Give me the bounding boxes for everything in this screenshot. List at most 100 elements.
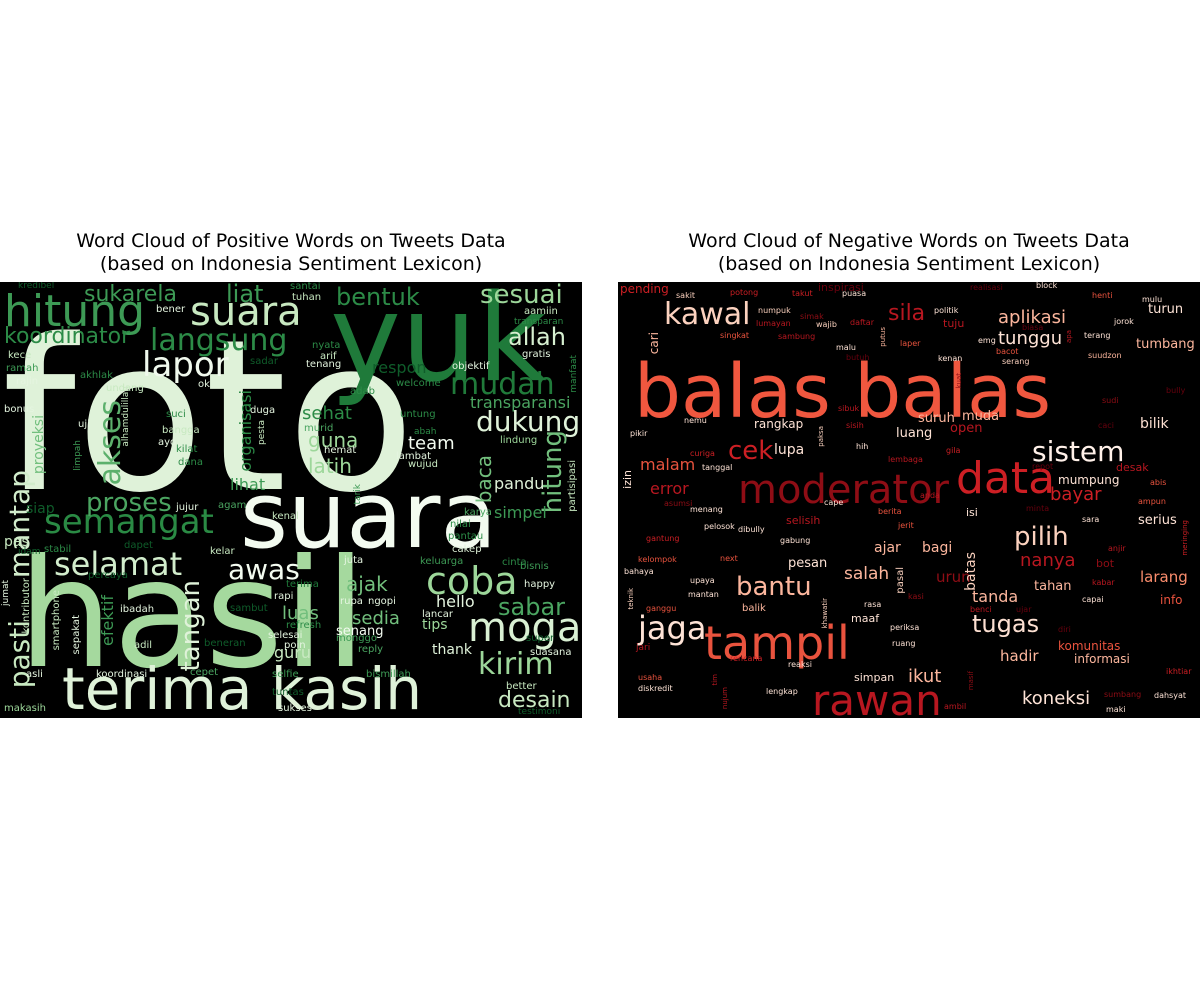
negative-word-singkat: singkat xyxy=(720,331,750,340)
negative-word-rangkap: rangkap xyxy=(754,417,804,431)
positive-word-kredibel: kredibel xyxy=(18,282,55,291)
negative-word-biasa: biasa xyxy=(1022,323,1044,332)
negative-word-sila: sila xyxy=(888,301,926,326)
negative-word-salah: salah xyxy=(844,564,890,584)
negative-word-sakit: sakit xyxy=(676,291,696,300)
negative-word-teknik: teknik xyxy=(627,588,635,610)
positive-word-beneran: beneran xyxy=(204,638,246,649)
positive-word-guru: guru xyxy=(274,643,312,662)
negative-word-jerit: jerit xyxy=(898,521,914,530)
positive-word-kenal: kenal xyxy=(272,511,299,522)
positive-word-siap: siap xyxy=(26,501,55,517)
negative-word-jari: jari xyxy=(636,643,651,653)
positive-word-pantau: pantau xyxy=(448,531,484,542)
positive-word-tips: tips xyxy=(422,617,448,633)
positive-word-lapor: lapor xyxy=(142,345,229,385)
negative-word-tanda: tanda xyxy=(972,587,1019,606)
negative-word-pelosok: pelosok xyxy=(704,522,735,531)
negative-word-butuh: butuh xyxy=(846,353,870,362)
positive-word-agam: agam xyxy=(218,500,247,511)
positive-word-sepakat: sepakat xyxy=(71,615,82,655)
positive-word-respon: respon xyxy=(372,358,427,377)
negative-word-rasa: rasa xyxy=(864,600,882,609)
positive-word-wujud: wujud xyxy=(408,459,438,470)
positive-word-bismillah: bismillah xyxy=(366,669,411,680)
negative-word-suudzon: suudzon xyxy=(1088,351,1122,360)
positive-word-testimoni: testimoni xyxy=(518,707,561,717)
negative-word-gantung: gantung xyxy=(646,534,680,543)
negative-word-pilih: pilih xyxy=(1014,522,1069,552)
positive-word-idam: idam xyxy=(18,547,41,557)
positive-word-mantap: mantap xyxy=(3,470,36,579)
positive-word-sesuai: sesuai xyxy=(480,282,563,310)
positive-word-ok: ok xyxy=(198,379,210,390)
positive-word-allah: allah xyxy=(508,323,566,351)
negative-word-repot: repot xyxy=(1032,462,1054,471)
positive-word-kirim: kirim xyxy=(478,647,554,682)
positive-word-monggo: monggo xyxy=(336,633,378,644)
positive-word-tuntas: tuntas xyxy=(272,687,304,698)
negative-word-rawan: rawan xyxy=(812,676,942,719)
negative-word-numpuk: numpuk xyxy=(758,306,791,315)
negative-word-benci: benci xyxy=(970,605,992,614)
positive-word-bisnis: bisnis xyxy=(520,561,549,572)
negative-word-mantan: mantan xyxy=(688,590,719,599)
positive-word-sambut: sambut xyxy=(230,603,268,614)
positive-word-terima-kasih: terima kasih xyxy=(62,655,423,718)
positive-word-tangan: tangan xyxy=(176,580,206,672)
negative-word-takut: takut xyxy=(792,289,813,298)
negative-word-data: data xyxy=(956,453,1056,504)
negative-word-tuju: tuju xyxy=(943,317,965,330)
negative-word-next: next xyxy=(720,554,738,563)
positive-word-suara: suara xyxy=(190,289,302,335)
negative-word-usaha: usaha xyxy=(638,673,663,682)
positive-word-abah: abah xyxy=(414,427,437,437)
negative-word-izin: izin xyxy=(621,470,634,489)
positive-word-nilai: nilai xyxy=(450,519,471,530)
positive-word-karya: karya xyxy=(464,507,492,518)
positive-word-smartphone: smartphone xyxy=(51,590,62,651)
negative-word-sistem: sistem xyxy=(1032,435,1125,468)
negative-word-anda: anda xyxy=(920,491,940,500)
negative-word-gabung: gabung xyxy=(780,536,811,545)
positive-title-line2: (based on Indonesia Sentiment Lexicon) xyxy=(99,253,483,275)
negative-word-khawatir: khawatir xyxy=(821,598,829,629)
negative-word-maaf: maaf xyxy=(851,612,880,625)
negative-word-balas-balas: balas balas xyxy=(634,349,1052,435)
positive-word-tuhan: tuhan xyxy=(292,292,322,303)
negative-word-ujar: ujar xyxy=(1016,605,1032,614)
positive-word-koordinasi: koordinasi xyxy=(96,669,148,680)
positive-word-kilat: kilat xyxy=(176,444,198,455)
negative-word-turun: turun xyxy=(1148,302,1184,317)
positive-word-murid: murid xyxy=(304,423,334,434)
negative-word-sisih: sisih xyxy=(846,421,864,430)
negative-word-berita: berita xyxy=(878,507,902,516)
positive-word-limpah: limpah xyxy=(73,440,83,471)
positive-word-refresh: refresh xyxy=(286,620,322,631)
negative-word-bot: bot xyxy=(1096,557,1115,570)
negative-word-kuat: kuat xyxy=(955,373,963,389)
positive-word-awas: awas xyxy=(228,553,300,586)
positive-word-hitung: hitung xyxy=(538,430,568,514)
negative-word-terang: terang xyxy=(1084,331,1111,340)
negative-word-asumsi: asumsi xyxy=(664,499,693,508)
negative-word-lembaga: lembaga xyxy=(888,455,923,464)
negative-word-mulu: mulu xyxy=(1142,295,1163,304)
negative-word-tim: tim xyxy=(711,674,719,686)
positive-word-kece: kece xyxy=(8,350,32,361)
negative-word-larang: larang xyxy=(1140,568,1188,586)
positive-word-cakep: cakep xyxy=(452,544,482,555)
positive-word-duga: duga xyxy=(250,405,276,416)
negative-word-moderator: moderator xyxy=(738,467,949,513)
negative-word-abis: abis xyxy=(1150,478,1167,487)
positive-word-transparansi: transparansi xyxy=(470,393,571,412)
positive-word-coba: coba xyxy=(426,559,518,603)
negative-word-selisih: selisih xyxy=(786,514,821,527)
positive-wordcloud-canvas: foto hasil suara yuk terima kasih hitung suara… xyxy=(0,282,582,718)
negative-word-jorok: jorok xyxy=(1114,317,1134,326)
negative-word-tumbang: tumbang xyxy=(1136,337,1195,352)
negative-word-nanya: nanya xyxy=(1020,550,1076,571)
negative-word-curiga: curiga xyxy=(690,449,715,458)
positive-word-makasih: makasih xyxy=(4,703,46,714)
negative-word-diskredit: diskredit xyxy=(638,684,673,693)
